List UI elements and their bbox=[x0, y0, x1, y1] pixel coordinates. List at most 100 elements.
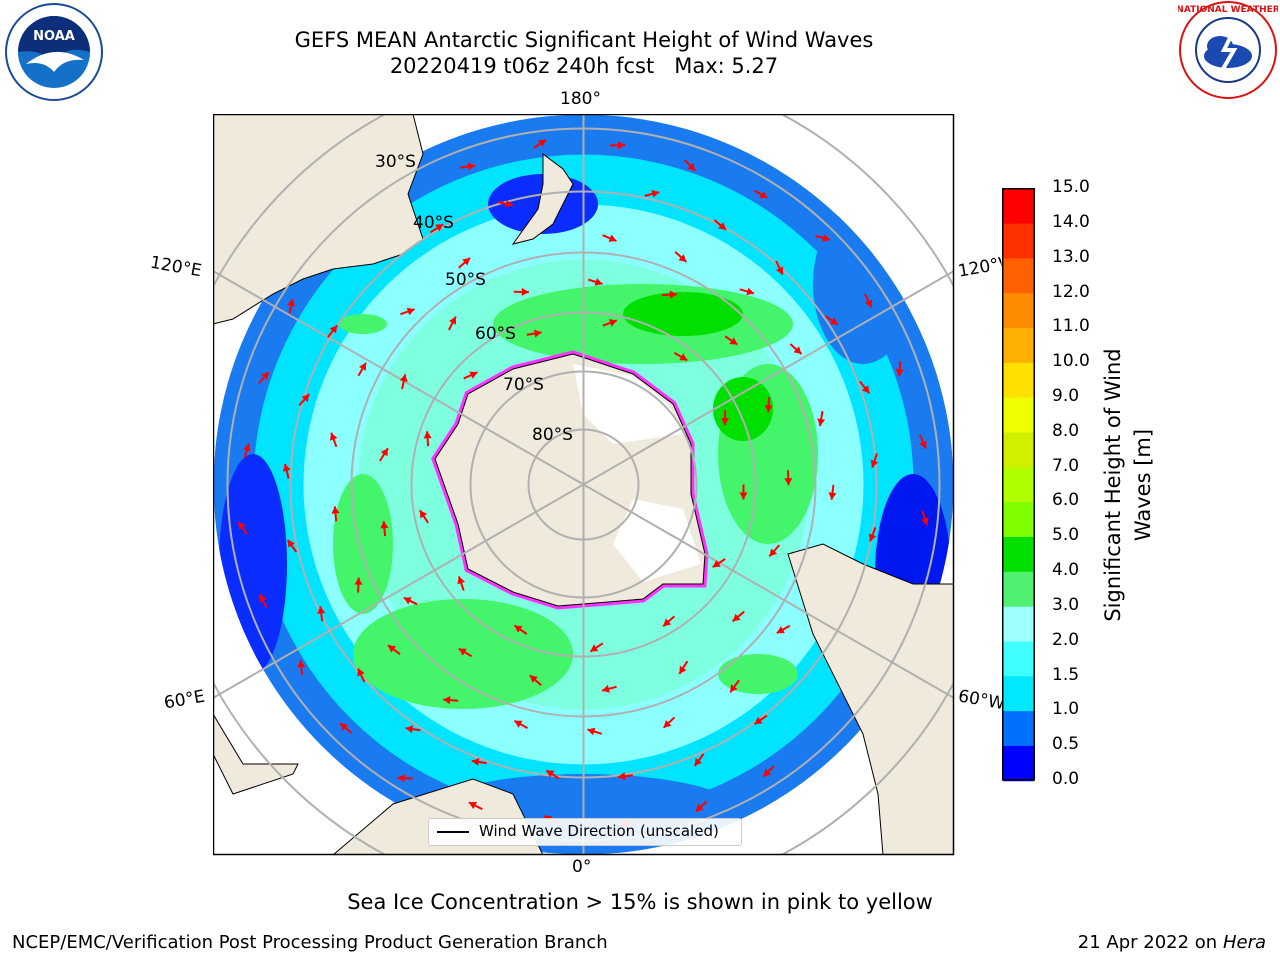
wind-wave-arrowhead bbox=[297, 660, 306, 668]
wind-wave-arrowhead bbox=[301, 394, 310, 402]
wind-wave-arrowhead bbox=[329, 432, 338, 441]
wind-wave-arrowhead bbox=[423, 431, 432, 439]
wind-wave-arrowhead bbox=[695, 803, 704, 812]
colorbar-tick-label: 8.0 bbox=[1052, 420, 1080, 441]
wind-wave-arrowhead bbox=[754, 716, 763, 725]
wind-wave-arrowhead bbox=[868, 533, 877, 542]
wind-wave-arrowhead bbox=[457, 576, 465, 585]
wind-wave-arrows bbox=[237, 138, 929, 828]
wind-wave-arrowhead bbox=[529, 675, 538, 683]
wind-wave-arrowhead bbox=[340, 723, 349, 731]
wind-wave-arrowhead bbox=[458, 648, 467, 656]
lat-label-80s: 80°S bbox=[532, 425, 573, 445]
wind-wave-arrowhead bbox=[732, 613, 741, 622]
lon-label-60e: 60°E bbox=[162, 686, 207, 714]
map-frame bbox=[213, 114, 955, 856]
noaa-logo-icon: NOAA bbox=[5, 3, 103, 101]
wind-wave-arrowhead bbox=[718, 222, 727, 230]
colorbar-tick-label: 15.0 bbox=[1052, 177, 1090, 197]
wind-wave-arrowhead bbox=[403, 597, 412, 605]
wind-wave-arrowhead bbox=[602, 684, 610, 693]
wind-wave-arrowhead bbox=[669, 290, 677, 299]
wind-wave-arrowhead bbox=[861, 385, 870, 394]
colorbar-segment bbox=[1002, 641, 1035, 677]
wind-wave-arrowhead bbox=[739, 492, 748, 500]
wind-wave-arrowhead bbox=[828, 492, 837, 500]
svg-text:NOAA: NOAA bbox=[33, 29, 75, 44]
wind-wave-arrowhead bbox=[679, 665, 687, 674]
colorbar-segment bbox=[1002, 328, 1035, 364]
wind-wave-arrowhead bbox=[449, 316, 457, 325]
wind-wave-arrowhead bbox=[712, 560, 721, 568]
land-new-zealand bbox=[511, 153, 574, 245]
wind-wave-arrowhead bbox=[419, 510, 427, 519]
wind-wave-arrowhead bbox=[587, 727, 596, 736]
wind-wave-arrowhead bbox=[359, 362, 366, 371]
legend-label: Wind Wave Direction (unscaled) bbox=[479, 822, 719, 840]
wind-wave-arrowhead bbox=[776, 266, 784, 275]
lat-label-60s: 60°S bbox=[475, 324, 516, 344]
lat-label-50s: 50°S bbox=[445, 270, 486, 290]
colorbar-segment bbox=[1002, 571, 1035, 608]
wind-wave-arrowhead bbox=[546, 770, 555, 778]
wind-wave-arrowhead bbox=[329, 325, 338, 334]
wind-wave-arrowhead bbox=[287, 298, 296, 307]
wind-wave-arrowhead bbox=[687, 162, 696, 171]
wind-wave-arrowhead bbox=[538, 139, 547, 147]
colorbar-segment bbox=[1002, 502, 1035, 538]
wind-wave-arrowhead bbox=[406, 307, 415, 316]
colorbar bbox=[1002, 188, 1035, 782]
wind-wave-arrowhead bbox=[694, 757, 702, 766]
colorbar-segment bbox=[1002, 711, 1035, 747]
wind-wave-arrowhead bbox=[919, 440, 927, 449]
chart-subtitle: 20220419 t06z 240h fcst Max: 5.27 bbox=[389, 54, 779, 78]
colorbar-tick-label: 1.0 bbox=[1052, 699, 1080, 720]
colorbar-tick-label: 7.0 bbox=[1052, 455, 1080, 476]
wind-wave-arrowhead bbox=[679, 353, 688, 361]
wind-wave-arrowhead bbox=[505, 199, 513, 208]
colorbar-tick-label: 4.0 bbox=[1052, 560, 1080, 581]
wind-wave-arrowhead bbox=[471, 758, 480, 766]
colorbar-tick-label: 6.0 bbox=[1052, 490, 1080, 511]
colorbar-segment bbox=[1002, 467, 1035, 503]
lat-label-70s: 70°S bbox=[503, 375, 544, 395]
colorbar-segment bbox=[1002, 536, 1035, 573]
colorbar-tick-label: 14.0 bbox=[1052, 211, 1090, 232]
wind-wave-arrowhead bbox=[651, 190, 660, 198]
wind-wave-arrowhead bbox=[469, 371, 478, 379]
colorbar-tick-label: 1.5 bbox=[1052, 664, 1080, 685]
wind-wave-arrowhead bbox=[399, 374, 408, 382]
colorbar-tick-label: 3.0 bbox=[1052, 594, 1080, 615]
chart-title: GEFS MEAN Antarctic Significant Height o… bbox=[294, 28, 874, 52]
wind-wave-arrowhead bbox=[467, 162, 476, 171]
colorbar-segment bbox=[1002, 293, 1035, 329]
colorbar-segment bbox=[1002, 676, 1035, 712]
lon-label-120w: 120°W bbox=[956, 254, 1004, 282]
wind-wave-arrowhead bbox=[870, 459, 879, 468]
wind-wave-arrowhead bbox=[663, 618, 672, 627]
land-australia bbox=[213, 114, 424, 325]
colorbar-segment bbox=[1002, 223, 1035, 259]
colorbar-segment bbox=[1002, 432, 1035, 468]
colorbar-tick-label: 12.0 bbox=[1052, 281, 1090, 302]
wind-wave-arrowhead bbox=[817, 418, 826, 426]
wind-wave-arrowhead bbox=[864, 299, 873, 308]
wind-wave-arrowhead bbox=[776, 626, 785, 634]
wind-wave-arrowhead bbox=[759, 191, 768, 198]
wind-wave-arrowhead bbox=[462, 257, 471, 266]
wind-wave-arrowhead bbox=[534, 329, 542, 338]
colorbar-tick-label: 11.0 bbox=[1052, 316, 1090, 337]
footer-org: NCEP/EMC/Verification Post Processing Pr… bbox=[12, 932, 608, 953]
wind-wave-arrowhead bbox=[287, 539, 295, 548]
wind-wave-arrowhead bbox=[380, 448, 388, 457]
wind-wave-arrowhead bbox=[608, 234, 617, 242]
wind-wave-arrowhead bbox=[243, 443, 251, 452]
map-legend: Wind Wave Direction (unscaled) bbox=[428, 818, 742, 846]
colorbar-segment bbox=[1002, 397, 1035, 434]
wind-wave-arrowhead bbox=[822, 234, 831, 242]
wind-wave-arrowhead bbox=[594, 278, 603, 286]
svg-text:NATIONAL WEATHER: NATIONAL WEATHER bbox=[1178, 5, 1278, 15]
colorbar-label: Significant Height of Wind Waves [m] bbox=[1101, 348, 1155, 622]
wind-wave-arrowhead bbox=[514, 720, 523, 728]
colorbar-tick-label: 10.0 bbox=[1052, 351, 1090, 372]
